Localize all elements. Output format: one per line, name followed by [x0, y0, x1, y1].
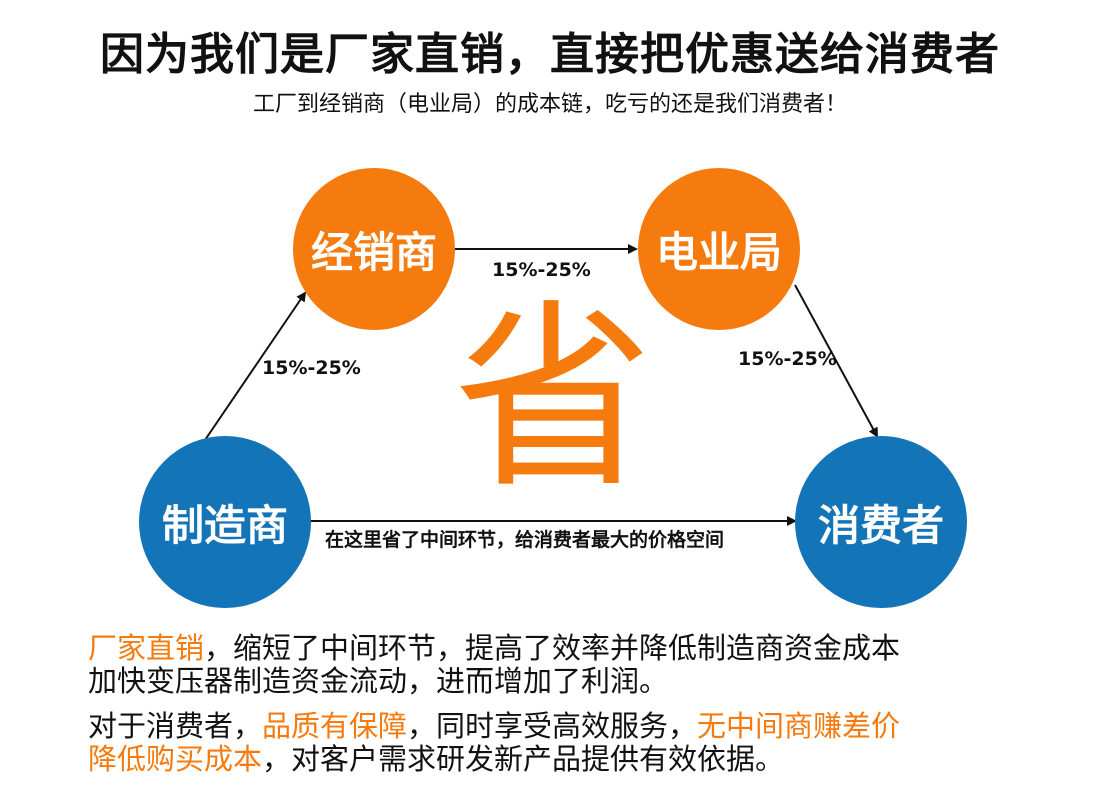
save-character: 省 [453, 283, 654, 516]
highlight-no-middleman: 无中间商赚差价 [697, 709, 901, 743]
label-dealer-to-bureau: 15%-25% [492, 259, 591, 281]
highlight-lower-cost: 降低购买成本 [88, 742, 263, 776]
text: ，对客户需求研发新产品提供有效依据。 [262, 742, 785, 776]
direct-route-note: 在这里省了中间环节，给消费者最大的价格空间 [325, 529, 725, 551]
highlight-quality: 品质有保障 [262, 709, 408, 743]
text: ，缩短了中间环节，提高了效率并降低制造商资金成本 [204, 631, 901, 665]
node-consumer: 消费者 [795, 436, 967, 608]
highlight-direct-sale: 厂家直销 [88, 631, 205, 665]
label-manufacturer-to-dealer: 15%-25% [262, 357, 361, 379]
text: ，同时享受高效服务， [407, 709, 698, 743]
text: 加快变压器制造资金流动，进而增加了利润。 [88, 664, 669, 698]
node-dealer: 经销商 [293, 168, 455, 330]
subtitle: 工厂到经销商（电业局）的成本链，吃亏的还是我们消费者！ [252, 92, 847, 117]
paragraph-1: 厂家直销，缩短了中间环节，提高了效率并降低制造商资金成本 加快变压器制造资金流动… [88, 632, 900, 698]
arrow-bureau-to-consumer [794, 284, 878, 438]
text: 对于消费者， [88, 709, 263, 743]
page-title: 因为我们是厂家直销，直接把优惠送给消费者 [100, 29, 1000, 80]
paragraph-2: 对于消费者，品质有保障，同时享受高效服务，无中间商赚差价 降低购买成本，对客户需… [88, 710, 900, 776]
label-bureau-to-consumer: 15%-25% [738, 348, 837, 370]
arrow-manufacturer-to-dealer [204, 291, 307, 441]
node-manufacturer: 制造商 [139, 436, 311, 608]
node-power-bureau: 电业局 [638, 168, 800, 330]
